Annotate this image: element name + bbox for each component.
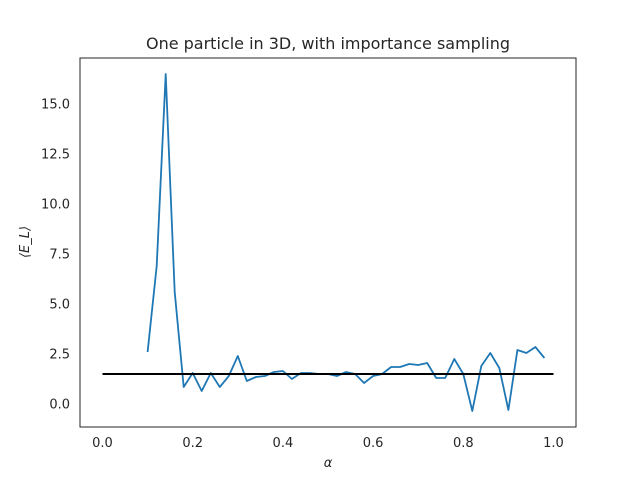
y-tick-label: 12.5 [41,148,70,163]
x-tick-label: 0.2 [182,436,203,451]
chart-title: One particle in 3D, with importance samp… [146,34,510,53]
x-tick-label: 0.6 [363,436,384,451]
x-tick-label: 1.0 [543,436,564,451]
plot-area [102,73,554,412]
x-axis-ticks: 0.0 0.2 0.4 0.6 0.8 1.0 [92,436,564,451]
plot-frame [79,57,577,428]
x-tick-label: 0.0 [92,436,113,451]
y-tick-label: 0.0 [49,398,70,413]
y-tick-label: 15.0 [41,98,70,113]
x-tick-label: 0.4 [273,436,294,451]
x-axis-label: α [324,456,333,471]
y-tick-label: 7.5 [49,248,70,263]
y-axis-label: ⟨E_L⟩ [18,226,33,258]
y-tick-label: 2.5 [49,348,70,363]
y-axis-ticks: 0.0 2.5 5.0 7.5 10.0 12.5 15.0 [41,98,70,413]
y-tick-label: 10.0 [41,198,70,213]
y-tick-label: 5.0 [49,298,70,313]
series-line-energy [146,73,546,412]
x-tick-label: 0.8 [453,436,474,451]
